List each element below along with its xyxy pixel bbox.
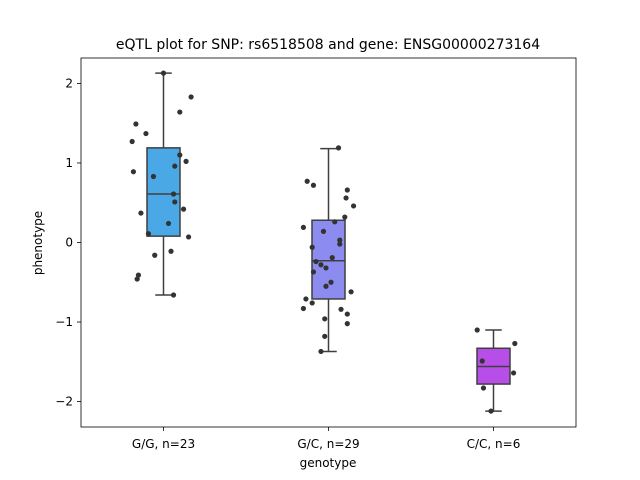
data-point xyxy=(309,244,315,250)
data-point xyxy=(344,311,350,317)
chart-title: eQTL plot for SNP: rs6518508 and gene: E… xyxy=(116,37,540,53)
data-point xyxy=(323,283,329,289)
data-point xyxy=(310,182,317,188)
x-tick-label: G/G, n=23 xyxy=(132,437,195,451)
box-group-1 xyxy=(129,70,194,298)
data-point xyxy=(480,385,487,391)
data-point xyxy=(512,340,518,347)
data-point xyxy=(320,228,327,234)
data-point xyxy=(310,269,317,275)
data-point xyxy=(343,195,349,201)
data-point xyxy=(129,138,135,145)
data-point xyxy=(338,306,344,312)
data-point xyxy=(165,220,172,227)
box-group-2 xyxy=(300,145,357,355)
data-point xyxy=(152,252,158,258)
data-point xyxy=(309,300,315,306)
data-point xyxy=(322,333,328,339)
data-point xyxy=(344,321,350,327)
data-point xyxy=(143,130,149,137)
data-point xyxy=(130,169,137,175)
data-point xyxy=(337,241,343,247)
data-point xyxy=(177,152,183,158)
data-point xyxy=(300,224,307,230)
x-tick-label: G/C, n=29 xyxy=(297,437,359,451)
data-point xyxy=(177,109,183,115)
data-point xyxy=(332,219,338,225)
data-point xyxy=(300,305,307,312)
y-tick-label: −2 xyxy=(55,395,73,409)
data-point xyxy=(150,173,157,180)
data-point xyxy=(180,206,187,212)
data-point xyxy=(138,210,144,216)
data-point xyxy=(185,234,192,240)
data-point xyxy=(170,191,177,197)
data-point xyxy=(145,231,152,237)
box-group-3 xyxy=(474,327,518,414)
data-point xyxy=(160,70,167,76)
data-point xyxy=(135,272,142,278)
x-axis-label: genotype xyxy=(300,456,357,470)
data-point xyxy=(350,203,357,209)
x-tick-label: C/C, n=6 xyxy=(467,437,521,451)
y-axis: −2 −1 0 1 2 xyxy=(55,76,81,409)
data-point xyxy=(328,279,334,285)
data-point xyxy=(172,163,178,169)
data-point xyxy=(134,276,140,282)
y-tick-label: 0 xyxy=(65,236,73,250)
data-point xyxy=(303,296,309,302)
data-point xyxy=(329,255,335,261)
plot-area xyxy=(129,70,518,414)
data-point xyxy=(323,265,329,271)
data-point xyxy=(474,327,480,333)
data-point xyxy=(170,292,177,298)
data-point xyxy=(342,214,348,220)
y-tick-label: 1 xyxy=(65,156,73,170)
data-point xyxy=(318,348,324,355)
data-point xyxy=(172,199,178,205)
y-tick-label: 2 xyxy=(65,76,73,90)
data-point xyxy=(304,178,310,184)
y-tick-label: −1 xyxy=(55,315,73,329)
y-axis-label: phenotype xyxy=(31,211,45,275)
data-point xyxy=(133,121,139,127)
data-point xyxy=(188,94,194,100)
data-point xyxy=(337,237,343,243)
data-point xyxy=(479,358,485,364)
data-point xyxy=(322,316,328,322)
data-point xyxy=(348,289,354,295)
data-point xyxy=(488,408,494,414)
data-point xyxy=(318,262,324,268)
data-point xyxy=(313,258,319,265)
data-point xyxy=(344,187,350,193)
data-point xyxy=(183,158,189,164)
data-point xyxy=(335,145,342,151)
data-point xyxy=(510,370,517,376)
x-axis: G/G, n=23 G/C, n=29 C/C, n=6 xyxy=(132,427,520,451)
data-point xyxy=(168,248,174,254)
